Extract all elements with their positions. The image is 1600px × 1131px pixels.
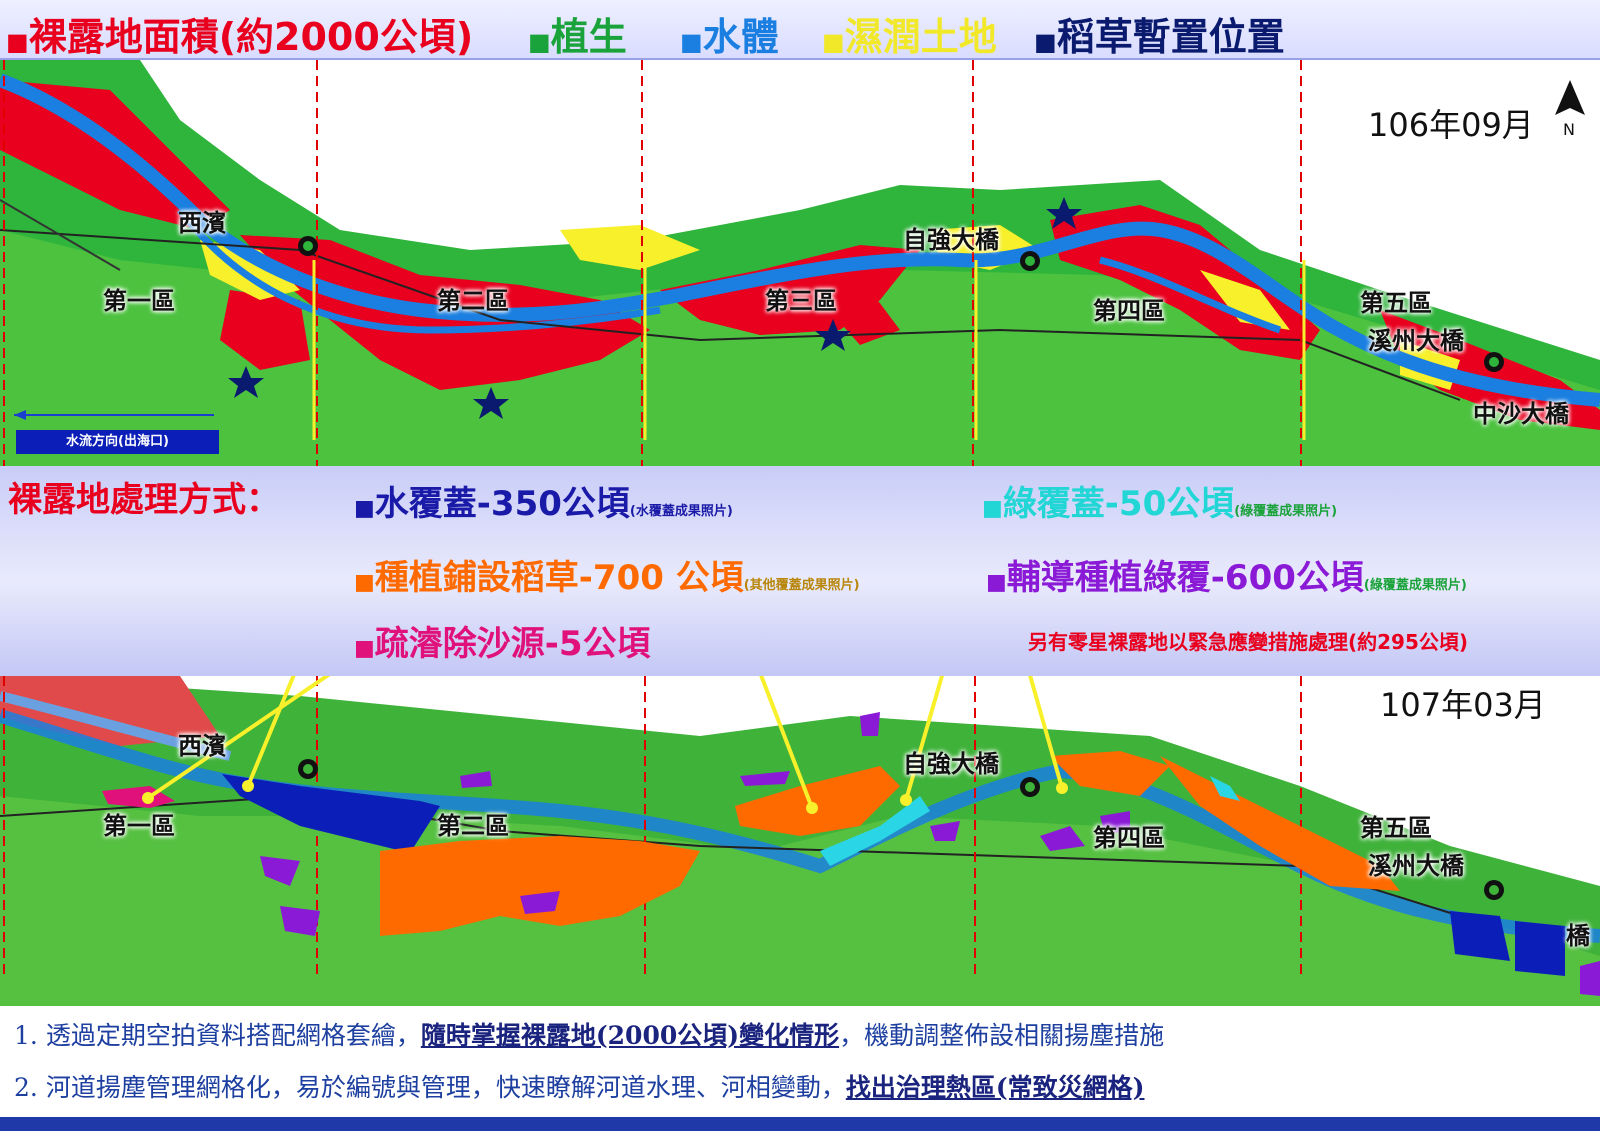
label-xizhou-bridge: 溪州大橋 xyxy=(1368,327,1464,355)
note-1: 1. 透過定期空拍資料搭配網格套繪，隨時掌握裸露地(2000公頃)變化情形，機動… xyxy=(14,1016,1164,1052)
guided-green-item: ■輔導種植綠覆-600公頃(綠覆蓋成果照片) xyxy=(986,550,1467,599)
bottom-label-bridge-partial: 橋 xyxy=(1566,922,1590,950)
flow-direction-label: 水流方向(出海口) xyxy=(66,434,169,449)
bottom-label-zone4: 第四區 xyxy=(1093,824,1165,852)
notes-section: 1. 透過定期空拍資料搭配網格套繪，隨時掌握裸露地(2000公頃)變化情形，機動… xyxy=(0,1010,1600,1115)
legend-wetland-label: 濕潤土地 xyxy=(844,15,997,59)
water-cover-square-icon: ■ xyxy=(354,496,375,521)
legend-straw-label: 稻草暫置位置 xyxy=(1056,15,1285,59)
bottom-label-ziqiang-bridge: 自強大橋 xyxy=(903,750,999,778)
legend-wetland: ■濕潤土地 xyxy=(822,15,997,59)
water-cover-note: (水覆蓋成果照片) xyxy=(629,504,733,519)
bottom-bar xyxy=(0,1117,1600,1131)
straw-cover-item: ■種植鋪設稻草-700 公頃(其他覆蓋成果照片) xyxy=(354,550,860,599)
bottom-label-zone5: 第五區 xyxy=(1360,814,1432,842)
map-2018-03: 西濱 第一區 第二區 第四區 第五區 自強大橋 溪州大橋 橋 107年03月 xyxy=(0,676,1600,1006)
label-zhongsha-bridge: 中沙大橋 xyxy=(1473,400,1569,428)
label-ziqiang-bridge: 自強大橋 xyxy=(903,226,999,254)
note-2-number: 2. xyxy=(14,1073,38,1102)
river-map-bottom-graphic xyxy=(0,676,1600,1006)
map-2017-09: 西濱 第一區 第二區 第三區 第四區 第五區 自強大橋 溪州大橋 中沙大橋 10… xyxy=(0,60,1600,466)
straw-cover-note: (其他覆蓋成果照片) xyxy=(743,578,860,593)
legend-vegetation: ■植生 xyxy=(528,15,627,59)
north-arrow-icon xyxy=(1555,80,1585,115)
legend-vegetation-label: 植生 xyxy=(550,15,627,59)
note-1-highlight: 隨時掌握裸露地(2000公頃)變化情形 xyxy=(420,1021,840,1050)
green-cover-note: (綠覆蓋成果照片) xyxy=(1234,504,1338,519)
note-1-number: 1. xyxy=(14,1021,38,1050)
legend-bar: ■裸露地面積(約2000公頃) ■植生 ■水體 ■濕潤土地 ■稻草暫置位置 xyxy=(0,0,1600,60)
note-2-text-a: 河道揚塵管理網格化，易於編號與管理，快速瞭解河道水理、河相變動， xyxy=(45,1073,846,1102)
date-2018-03: 107年03月 xyxy=(1380,686,1546,724)
bottom-label-zone1: 第一區 xyxy=(103,812,175,840)
treatment-heading: 裸露地處理方式： xyxy=(8,480,280,520)
treatment-panel: 裸露地處理方式： ■水覆蓋-350公頃(水覆蓋成果照片) ■綠覆蓋-50公頃(綠… xyxy=(0,466,1600,676)
dredge-label: 疏濬除沙源-5公頃 xyxy=(374,624,651,664)
legend-bare-land-label: 裸露地面積(約2000公頃) xyxy=(28,15,474,59)
green-cover-item: ■綠覆蓋-50公頃(綠覆蓋成果照片) xyxy=(982,476,1337,525)
green-cover-label: 綠覆蓋-50公頃 xyxy=(1002,484,1235,524)
guided-green-label: 輔導種植綠覆-600公頃 xyxy=(1006,558,1364,598)
north-label: N xyxy=(1563,120,1575,139)
note-1-text-a: 透過定期空拍資料搭配網格套繪， xyxy=(45,1021,421,1050)
legend-bare-land: ■裸露地面積(約2000公頃) xyxy=(6,15,474,59)
label-zone3: 第三區 xyxy=(765,287,837,315)
water-cover-item: ■水覆蓋-350公頃(水覆蓋成果照片) xyxy=(354,476,733,525)
dredge-item: ■疏濬除沙源-5公頃 xyxy=(354,616,651,665)
legend-water: ■水體 xyxy=(680,15,779,59)
flow-direction-box: 水流方向(出海口) xyxy=(16,430,219,454)
bottom-label-zone2: 第二區 xyxy=(437,812,509,840)
guided-green-note: (綠覆蓋成果照片) xyxy=(1363,578,1467,593)
note-2-highlight: 找出治理熱區(常致災網格) xyxy=(845,1073,1145,1102)
green-cover-square-icon: ■ xyxy=(982,496,1003,521)
label-zone4: 第四區 xyxy=(1093,297,1165,325)
river-map-top-graphic xyxy=(0,60,1600,466)
label-zone5: 第五區 xyxy=(1360,289,1432,317)
bottom-label-xibin: 西濱 xyxy=(178,732,226,760)
label-xibin: 西濱 xyxy=(178,209,226,237)
date-2017-09: 106年09月 xyxy=(1368,106,1534,144)
guided-green-square-icon: ■ xyxy=(986,570,1007,595)
bottom-label-xizhou-bridge: 溪州大橋 xyxy=(1368,852,1464,880)
note-1-text-c: ，機動調整佈設相關揚塵措施 xyxy=(839,1021,1165,1050)
label-zone1: 第一區 xyxy=(103,287,175,315)
dredge-square-icon: ■ xyxy=(354,636,375,661)
straw-cover-label: 種植鋪設稻草-700 公頃 xyxy=(374,558,744,598)
water-cover-label: 水覆蓋-350公頃 xyxy=(374,484,630,524)
straw-cover-square-icon: ■ xyxy=(354,570,375,595)
legend-water-label: 水體 xyxy=(702,15,779,59)
legend-straw: ■稻草暫置位置 xyxy=(1034,15,1285,59)
note-2: 2. 河道揚塵管理網格化，易於編號與管理，快速瞭解河道水理、河相變動，找出治理熱… xyxy=(14,1068,1145,1104)
label-zone2: 第二區 xyxy=(437,287,509,315)
emergency-note: 另有零星裸露地以緊急應變措施處理(約295公頃) xyxy=(1028,630,1469,654)
